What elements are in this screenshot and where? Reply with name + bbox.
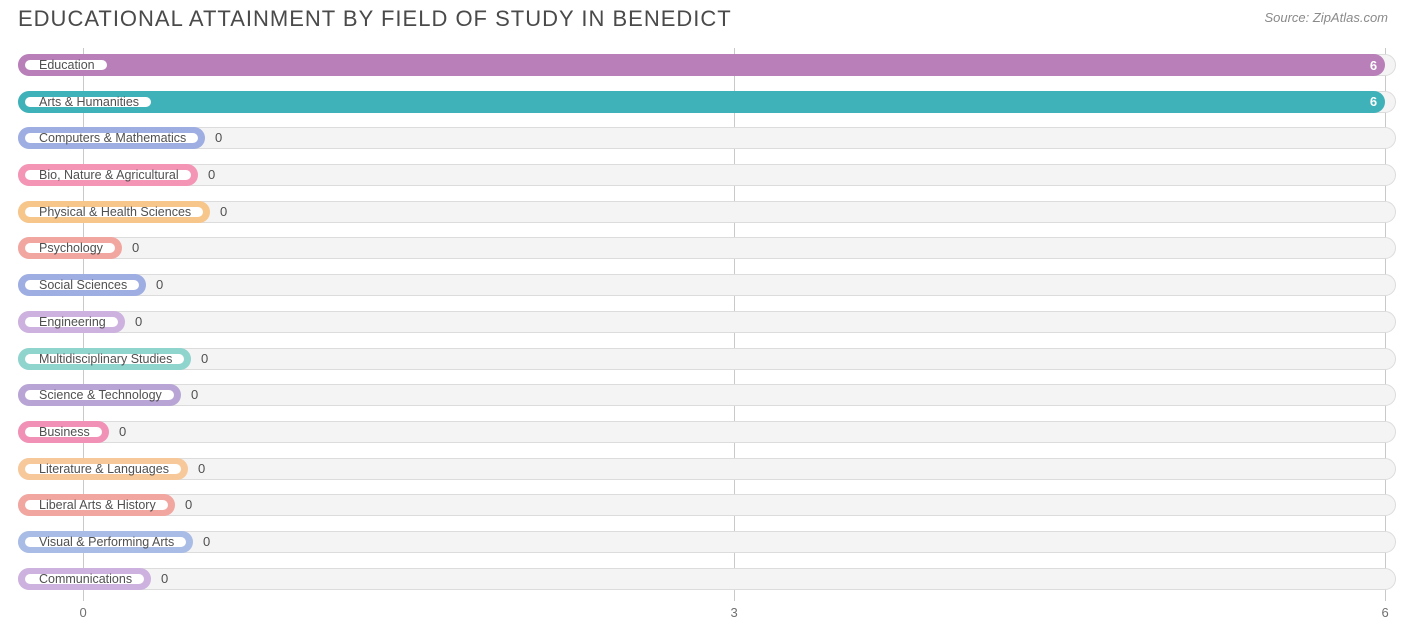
bar-row: Communications 0 <box>18 562 1396 596</box>
bar-track <box>18 274 1396 296</box>
bar-track <box>18 531 1396 553</box>
bar-row: Bio, Nature & Agricultural 0 <box>18 158 1396 192</box>
bar-row: Physical & Health Sciences 0 <box>18 195 1396 229</box>
bar-value: 0 <box>132 240 139 255</box>
category-label: Liberal Arts & History <box>22 497 171 513</box>
x-tick-label: 3 <box>731 605 738 620</box>
bar-row: 6 Education <box>18 48 1396 82</box>
category-label: Psychology <box>22 240 118 256</box>
bar-row: Social Sciences 0 <box>18 268 1396 302</box>
bar-row: Visual & Performing Arts 0 <box>18 525 1396 559</box>
bar-value: 0 <box>135 314 142 329</box>
chart-title: EDUCATIONAL ATTAINMENT BY FIELD OF STUDY… <box>18 6 732 32</box>
x-tick-label: 0 <box>79 605 86 620</box>
bar-row: Computers & Mathematics 0 <box>18 121 1396 155</box>
category-label: Science & Technology <box>22 387 177 403</box>
bar-track <box>18 384 1396 406</box>
category-label: Business <box>22 424 105 440</box>
x-axis: 0 3 6 <box>18 605 1396 625</box>
category-label: Education <box>22 57 110 73</box>
bar-value: 0 <box>119 424 126 439</box>
bar-row: Science & Technology 0 <box>18 378 1396 412</box>
category-label: Arts & Humanities <box>22 94 154 110</box>
bar-track <box>18 311 1396 333</box>
bar-value: 0 <box>161 571 168 586</box>
bar-fill: 6 <box>18 91 1385 113</box>
category-label: Computers & Mathematics <box>22 130 201 146</box>
category-label: Visual & Performing Arts <box>22 534 189 550</box>
category-label: Physical & Health Sciences <box>22 204 206 220</box>
bar-row: Liberal Arts & History 0 <box>18 488 1396 522</box>
bar-value: 0 <box>185 497 192 512</box>
bar-value: 0 <box>201 351 208 366</box>
bar-track <box>18 127 1396 149</box>
bar-row: Business 0 <box>18 415 1396 449</box>
bar-row: Multidisciplinary Studies 0 <box>18 342 1396 376</box>
chart-area: 6 Education 6 Arts & Humanities Computers & … <box>18 48 1396 601</box>
bar-value: 0 <box>198 461 205 476</box>
bar-value: 0 <box>191 387 198 402</box>
bar-track <box>18 421 1396 443</box>
bar-value: 0 <box>156 277 163 292</box>
category-label: Social Sciences <box>22 277 142 293</box>
bar-row: Engineering 0 <box>18 305 1396 339</box>
bar-track <box>18 164 1396 186</box>
bar-value: 0 <box>220 204 227 219</box>
bar-track <box>18 568 1396 590</box>
bar-row: 6 Arts & Humanities <box>18 85 1396 119</box>
category-label: Communications <box>22 571 147 587</box>
bar-track <box>18 348 1396 370</box>
bar-row: Literature & Languages 0 <box>18 452 1396 486</box>
bar-track <box>18 237 1396 259</box>
bar-fill: 6 <box>18 54 1385 76</box>
bar-track <box>18 458 1396 480</box>
bar-value: 0 <box>215 130 222 145</box>
bar-value: 0 <box>203 534 210 549</box>
bar-row: Psychology 0 <box>18 231 1396 265</box>
bar-value: 0 <box>208 167 215 182</box>
category-label: Multidisciplinary Studies <box>22 351 187 367</box>
plot-region: 6 Education 6 Arts & Humanities Computers & … <box>18 48 1396 601</box>
x-tick-label: 6 <box>1382 605 1389 620</box>
bar-track <box>18 494 1396 516</box>
category-label: Bio, Nature & Agricultural <box>22 167 194 183</box>
bar-value: 6 <box>1370 58 1377 73</box>
source-attribution: Source: ZipAtlas.com <box>1264 6 1388 25</box>
category-label: Engineering <box>22 314 121 330</box>
category-label: Literature & Languages <box>22 461 184 477</box>
bar-value: 6 <box>1370 94 1377 109</box>
